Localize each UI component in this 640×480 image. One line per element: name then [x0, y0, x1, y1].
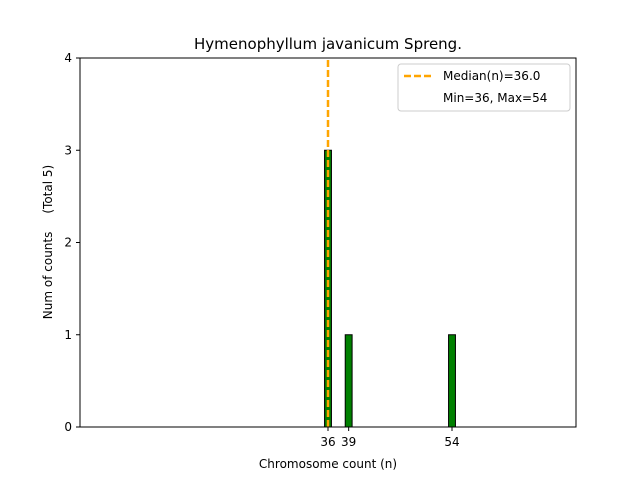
y-axis-label: Num of counts (Total 5) — [41, 165, 55, 319]
y-tick-label-4: 4 — [64, 51, 72, 65]
legend-median-label: Median(n)=36.0 — [443, 69, 540, 83]
chart-title: Hymenophyllum javanicum Spreng. — [194, 35, 462, 53]
x-ticks: 36 39 54 — [320, 427, 460, 449]
y-ticks: 0 1 2 3 4 — [64, 51, 80, 434]
y-axis-label-main: Num of counts — [41, 232, 55, 320]
y-tick-label-3: 3 — [64, 143, 72, 157]
x-axis-label: Chromosome count (n) — [259, 457, 397, 471]
x-tick-label-39: 39 — [341, 435, 356, 449]
y-tick-label-0: 0 — [64, 420, 72, 434]
legend-box — [397, 63, 571, 112]
bar-39 — [344, 334, 353, 428]
bar-54 — [448, 334, 456, 428]
x-tick-label-54: 54 — [444, 435, 459, 449]
legend: Median(n)=36.0 Min=36, Max=54 — [397, 63, 571, 112]
legend-range-label: Min=36, Max=54 — [443, 91, 547, 105]
y-tick-label-2: 2 — [64, 236, 72, 250]
y-tick-label-1: 1 — [64, 328, 72, 342]
y-axis-label-total: (Total 5) — [41, 165, 55, 214]
x-tick-label-36: 36 — [320, 435, 335, 449]
